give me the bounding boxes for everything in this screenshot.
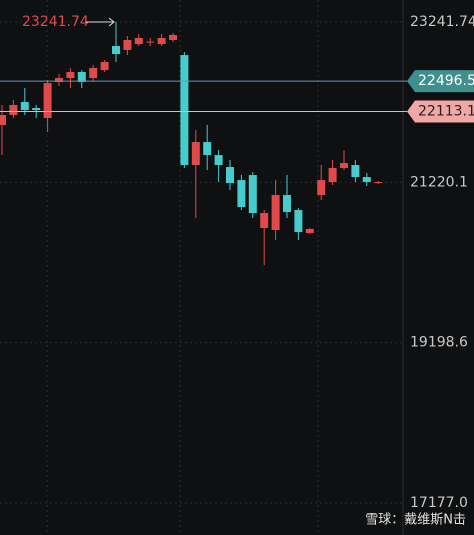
watermark: 雪球：戴维斯N击 [365, 513, 466, 528]
overlay: 22496.5 22113.1 23241.74 [0, 14, 474, 123]
candle-body [112, 46, 120, 55]
candle-body [362, 177, 371, 183]
candle-body [0, 115, 6, 126]
y-tick-label: 23241.74 [410, 14, 474, 30]
candle-body [32, 108, 41, 111]
price-tag [407, 70, 474, 93]
y-tick-label: 19198.6 [410, 335, 468, 351]
y-tick-label: 17177.0 [410, 495, 468, 511]
y-tick-label: 21220.1 [410, 174, 468, 190]
candle-body [340, 163, 348, 168]
grid: 23241.74 21220.1 19198.6 17177.0 [0, 14, 474, 511]
candle-body [351, 165, 360, 178]
candle-body [77, 72, 86, 83]
candle-body [134, 37, 143, 45]
candle-body [203, 142, 212, 156]
candle-body [237, 180, 246, 208]
candle-body [191, 142, 200, 166]
candle-body [55, 78, 63, 83]
candle-body [248, 175, 257, 214]
candle-body [43, 83, 52, 119]
candle-body [226, 167, 234, 184]
candle-body [169, 34, 177, 40]
candle-body [89, 67, 98, 79]
candle-body [100, 62, 109, 71]
candle-body [328, 167, 337, 183]
candles [0, 21, 383, 266]
candle-body [123, 39, 132, 50]
candle-body [283, 195, 291, 213]
candle-body [146, 41, 155, 43]
candle-body [9, 105, 18, 116]
candle-body [214, 155, 223, 166]
price-tag-label: 22113.1 [418, 104, 474, 120]
max-arrowhead [108, 17, 115, 27]
price-tag [407, 100, 474, 123]
price-tag-label: 22496.5 [418, 73, 474, 89]
candle-body [66, 72, 75, 79]
max-annotation: 23241.74 [22, 14, 89, 30]
candle-body [294, 210, 303, 232]
candle-body [271, 195, 280, 231]
candle-body [305, 228, 314, 234]
candle-body [180, 55, 189, 166]
candle-body [260, 213, 269, 229]
candle-body [157, 37, 166, 45]
candle-body [20, 102, 29, 111]
candle-body [317, 180, 326, 196]
candle-body [374, 182, 383, 184]
